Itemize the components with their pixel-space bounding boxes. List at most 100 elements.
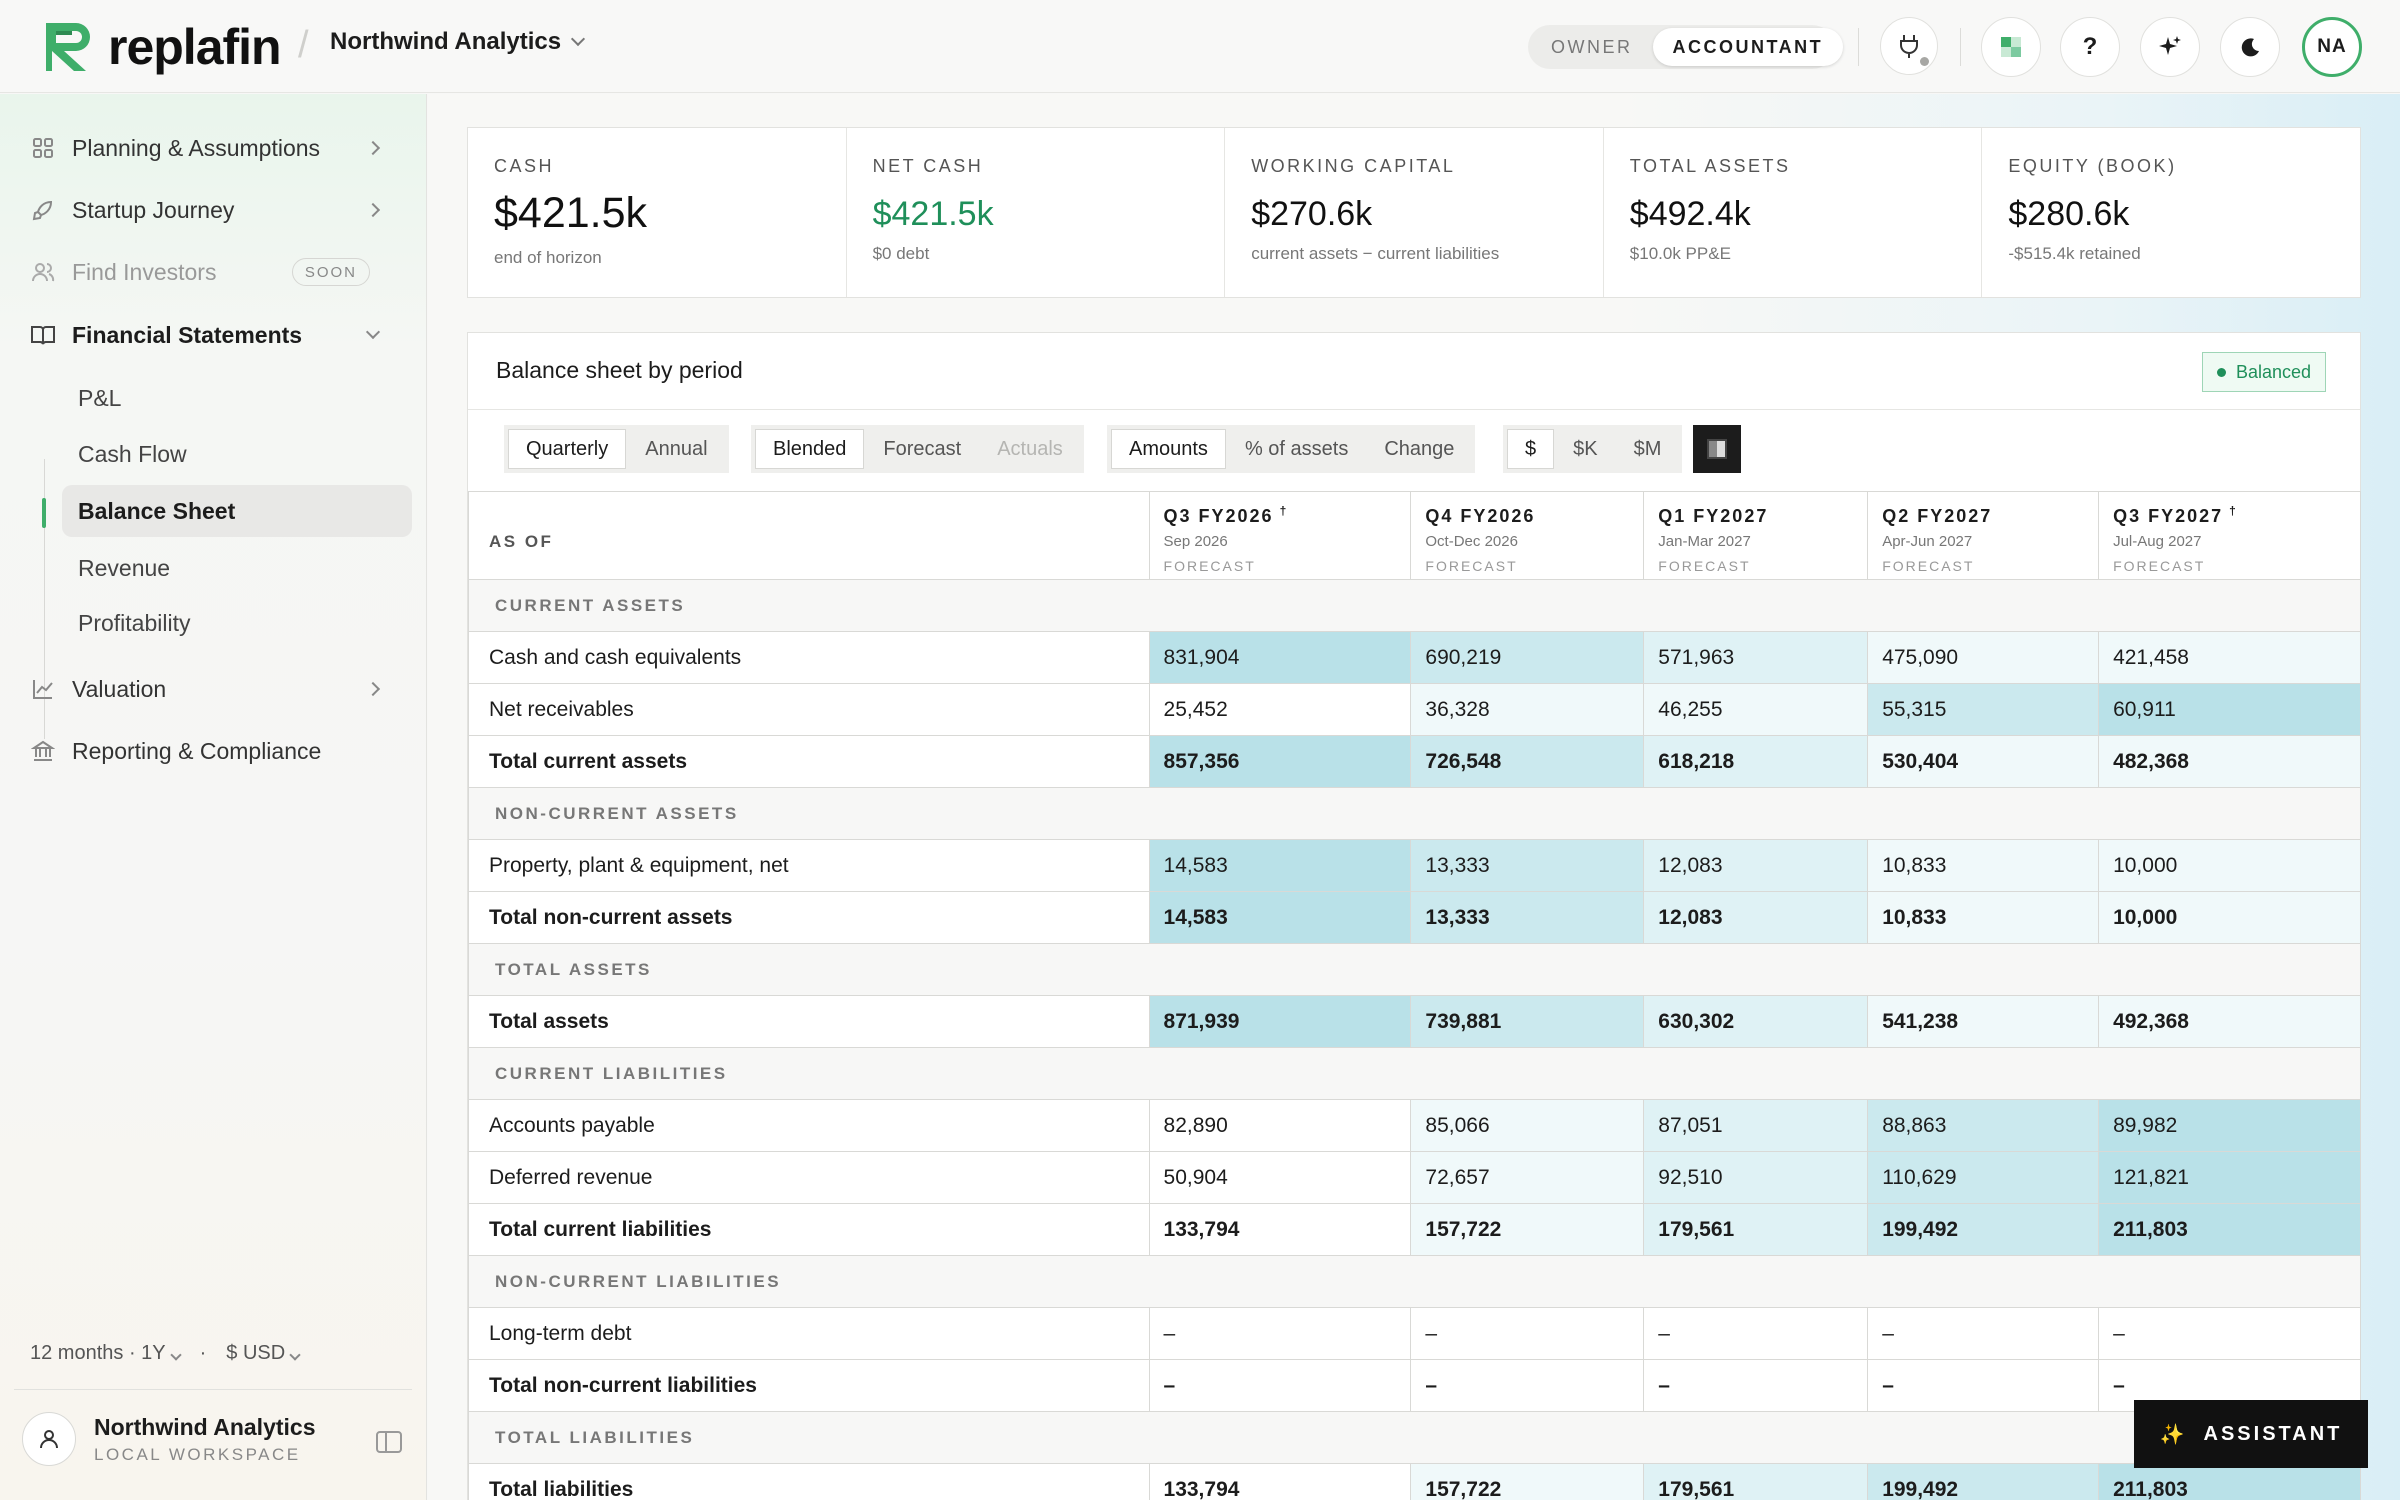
kpi-label: TOTAL ASSETS <box>1629 156 1791 176</box>
spreadsheet-button[interactable] <box>1981 17 2041 77</box>
assistant-button[interactable]: ✨ ASSISTANT <box>2134 1400 2368 1468</box>
value-cell[interactable]: 630,302 <box>1643 995 1869 1048</box>
value-cell[interactable]: 618,218 <box>1643 735 1869 788</box>
value-cell[interactable]: 726,548 <box>1410 735 1645 788</box>
value-cell[interactable]: 475,090 <box>1867 631 2100 684</box>
value-cell[interactable]: 199,492 <box>1867 1203 2100 1256</box>
value-cell[interactable]: 199,492 <box>1867 1463 2100 1500</box>
value-cell[interactable]: 10,833 <box>1867 891 2100 944</box>
value-cell[interactable]: 72,657 <box>1410 1151 1645 1204</box>
value-cell[interactable]: 85,066 <box>1410 1099 1645 1152</box>
value-cell[interactable]: – <box>1410 1307 1645 1360</box>
toggle-annual[interactable]: Annual <box>645 437 708 460</box>
value-cell[interactable]: 211,803 <box>2098 1463 2361 1500</box>
value-cell[interactable]: 179,561 <box>1643 1463 1869 1500</box>
sidebar-item-reporting[interactable]: Reporting & Compliance <box>28 729 398 773</box>
value-cell[interactable]: 10,000 <box>2098 839 2361 892</box>
sidebar-collapse-icon[interactable] <box>376 1431 402 1453</box>
sidebar-item-planning[interactable]: Planning & Assumptions <box>28 126 398 170</box>
value-cell[interactable]: 110,629 <box>1867 1151 2100 1204</box>
ai-sparkle-button[interactable] <box>2140 17 2200 77</box>
value-cell[interactable]: 690,219 <box>1410 631 1645 684</box>
value-cell[interactable]: 482,368 <box>2098 735 2361 788</box>
value-cell[interactable]: 133,794 <box>1148 1203 1412 1256</box>
value-cell[interactable]: 133,794 <box>1148 1463 1412 1500</box>
horizon-select[interactable]: 12 months · 1Y <box>30 1342 182 1365</box>
role-owner[interactable]: OWNER <box>1551 36 1633 57</box>
role-accountant[interactable]: ACCOUNTANT <box>1652 28 1844 66</box>
toggle-change[interactable]: Change <box>1384 437 1455 460</box>
value-cell[interactable]: 14,583 <box>1148 891 1412 944</box>
value-cell[interactable]: 10,000 <box>2098 891 2361 944</box>
sidebar-subitem-revenue[interactable]: Revenue <box>78 554 171 581</box>
currency-select[interactable]: $ USD <box>226 1342 301 1365</box>
sidebar-subitem-cash-flow[interactable]: Cash Flow <box>78 440 187 467</box>
value-cell[interactable]: 571,963 <box>1643 631 1869 684</box>
value-cell[interactable]: 88,863 <box>1867 1099 2100 1152</box>
value-cell[interactable]: 89,982 <box>2098 1099 2361 1152</box>
value-cell[interactable]: 25,452 <box>1148 683 1412 736</box>
value-cell[interactable]: – <box>1643 1307 1869 1360</box>
value-cell[interactable]: 871,939 <box>1148 995 1412 1048</box>
value-cell[interactable]: 157,722 <box>1410 1463 1645 1500</box>
sidebar-subitem-profitability[interactable]: Profitability <box>78 609 191 636</box>
sidebar-item-valuation[interactable]: Valuation <box>28 667 398 711</box>
value-cell[interactable]: 36,328 <box>1410 683 1645 736</box>
status-dot <box>2217 367 2226 377</box>
value-cell[interactable]: – <box>1410 1359 1645 1412</box>
toggle-thousands[interactable]: $K <box>1573 437 1598 460</box>
value-cell[interactable]: 13,333 <box>1410 839 1645 892</box>
value-cell[interactable]: 492,368 <box>2098 995 2361 1048</box>
period-mark: † <box>1279 504 1289 518</box>
toggle-amounts[interactable]: Amounts <box>1111 429 1226 469</box>
sidebar-item-startup-journey[interactable]: Startup Journey <box>28 188 398 232</box>
value-cell[interactable]: 92,510 <box>1643 1151 1869 1204</box>
toggle-percent-assets[interactable]: % of assets <box>1244 437 1349 460</box>
value-cell[interactable]: 12,083 <box>1643 839 1869 892</box>
sidebar-subitem-balance-sheet[interactable]: Balance Sheet <box>62 485 412 537</box>
value-cell[interactable]: 10,833 <box>1867 839 2100 892</box>
value-cell[interactable]: 13,333 <box>1410 891 1645 944</box>
value-cell[interactable]: 541,238 <box>1867 995 2100 1048</box>
value-cell[interactable]: 211,803 <box>2098 1203 2361 1256</box>
workspace-switcher[interactable]: Northwind Analytics <box>330 28 586 56</box>
value-cell[interactable]: 179,561 <box>1643 1203 1869 1256</box>
value-cell[interactable]: – <box>2098 1307 2361 1360</box>
value-cell[interactable]: 87,051 <box>1643 1099 1869 1152</box>
sidebar-subitem-pnl[interactable]: P&L <box>78 384 122 411</box>
heatmap-toggle-button[interactable] <box>1693 425 1741 473</box>
value-cell[interactable]: – <box>1867 1307 2100 1360</box>
user-avatar[interactable]: NA <box>2302 17 2362 77</box>
value-cell[interactable]: 12,083 <box>1643 891 1869 944</box>
value-cell[interactable]: 14,583 <box>1148 839 1412 892</box>
value-cell[interactable]: 157,722 <box>1410 1203 1645 1256</box>
value-cell[interactable]: 55,315 <box>1867 683 2100 736</box>
toggle-actuals[interactable]: Actuals <box>997 437 1063 460</box>
toggle-forecast[interactable]: Forecast <box>883 437 962 460</box>
dark-mode-button[interactable] <box>2220 17 2280 77</box>
toggle-blended[interactable]: Blended <box>755 429 865 469</box>
brand-logo[interactable]: replafin <box>42 18 282 76</box>
value-cell[interactable]: – <box>1867 1359 2100 1412</box>
sidebar-item-find-investors[interactable]: Find Investors SOON <box>28 250 398 294</box>
value-cell[interactable]: 530,404 <box>1867 735 2100 788</box>
value-cell[interactable]: 82,890 <box>1148 1099 1412 1152</box>
toggle-dollars[interactable]: $ <box>1507 429 1555 469</box>
value-cell[interactable]: 50,904 <box>1148 1151 1412 1204</box>
value-cell[interactable]: 421,458 <box>2098 631 2361 684</box>
sidebar-item-financial-statements[interactable]: Financial Statements <box>28 313 398 357</box>
workspace-card[interactable]: Northwind Analytics LOCAL WORKSPACE <box>22 1412 316 1466</box>
value-cell[interactable]: 60,911 <box>2098 683 2361 736</box>
value-cell[interactable]: 831,904 <box>1148 631 1412 684</box>
value-cell[interactable]: – <box>1148 1359 1412 1412</box>
integrations-button[interactable] <box>1880 17 1938 75</box>
help-button[interactable]: ? <box>2060 17 2120 77</box>
value-cell[interactable]: – <box>1643 1359 1869 1412</box>
value-cell[interactable]: 857,356 <box>1148 735 1412 788</box>
value-cell[interactable]: 739,881 <box>1410 995 1645 1048</box>
toggle-quarterly[interactable]: Quarterly <box>508 429 627 469</box>
value-cell[interactable]: – <box>1148 1307 1412 1360</box>
value-cell[interactable]: 121,821 <box>2098 1151 2361 1204</box>
value-cell[interactable]: 46,255 <box>1643 683 1869 736</box>
toggle-millions[interactable]: $M <box>1633 437 1662 460</box>
